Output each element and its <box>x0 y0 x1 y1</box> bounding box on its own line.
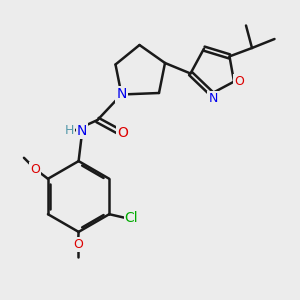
Text: Cl: Cl <box>124 211 138 225</box>
Text: N: N <box>208 92 218 105</box>
Text: O: O <box>30 163 40 176</box>
Text: N: N <box>77 124 87 138</box>
Text: O: O <box>235 75 244 88</box>
Text: O: O <box>73 238 83 251</box>
Text: H: H <box>65 124 74 137</box>
Text: N: N <box>116 88 127 101</box>
Text: O: O <box>118 126 128 140</box>
